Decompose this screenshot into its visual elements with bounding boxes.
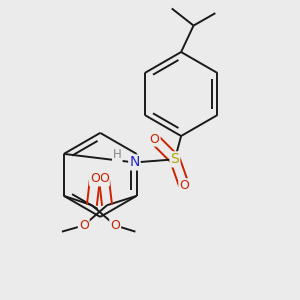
Text: H: H — [113, 148, 122, 161]
Text: O: O — [99, 172, 109, 185]
Text: O: O — [179, 179, 189, 192]
Text: O: O — [90, 172, 100, 185]
Text: N: N — [129, 155, 140, 170]
Text: O: O — [79, 219, 89, 232]
Text: O: O — [150, 133, 160, 146]
Text: O: O — [110, 219, 120, 232]
Text: S: S — [170, 152, 179, 166]
